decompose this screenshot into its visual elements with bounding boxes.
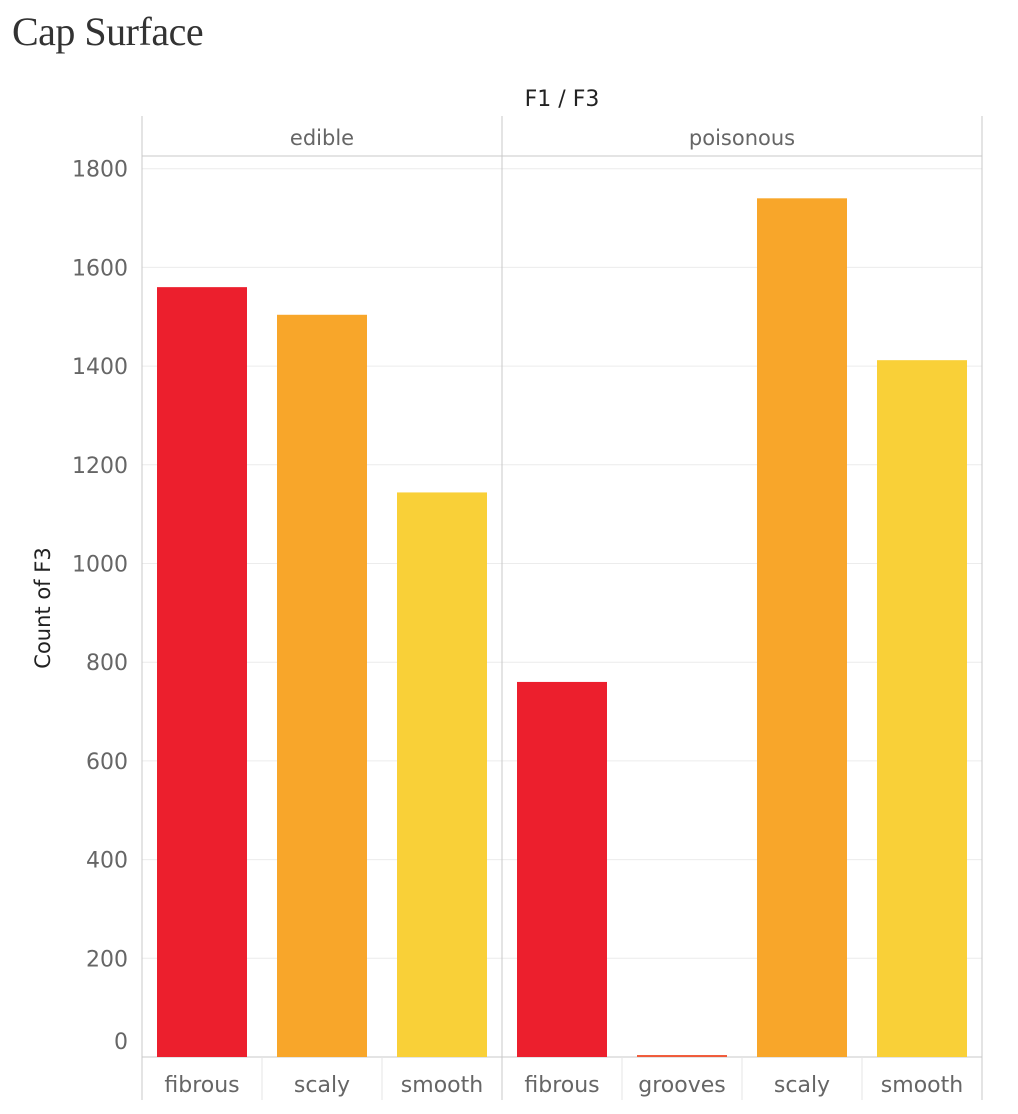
- y-tick-label: 1200: [72, 454, 128, 479]
- panel-headers: edible poisonous: [290, 126, 795, 150]
- x-tick-label: scaly: [294, 1073, 350, 1098]
- x-tick-label: smooth: [401, 1073, 483, 1098]
- x-tick-label: scaly: [774, 1073, 830, 1098]
- bar-edible-smooth[interactable]: [397, 492, 487, 1057]
- y-tick-label: 600: [86, 750, 128, 775]
- y-tick-label: 800: [86, 651, 128, 676]
- bar-poisonous-scaly[interactable]: [757, 198, 847, 1057]
- bar-edible-scaly[interactable]: [277, 314, 367, 1057]
- panel-header-edible: edible: [290, 126, 354, 150]
- x-tick-label: fibrous: [524, 1073, 599, 1098]
- y-axis-ticks: 0 200 400 600 800 1000 1200 1400 1600 1800: [72, 158, 128, 1055]
- y-tick-label: 400: [86, 849, 128, 874]
- x-tick-label: fibrous: [164, 1073, 239, 1098]
- panel-header-poisonous: poisonous: [689, 126, 795, 150]
- bars: [157, 198, 967, 1058]
- y-tick-label: 1800: [72, 158, 128, 183]
- y-tick-label: 1400: [72, 355, 128, 380]
- bar-edible-fibrous[interactable]: [157, 287, 247, 1057]
- y-tick-label: 1000: [72, 553, 128, 578]
- x-tick-label: grooves: [638, 1073, 725, 1098]
- x-tick-label: smooth: [881, 1073, 963, 1098]
- y-tick-label: 200: [86, 947, 128, 972]
- y-tick-label: 1600: [72, 256, 128, 281]
- bar-poisonous-grooves[interactable]: [637, 1055, 727, 1057]
- x-axis-ticks: fibrous scaly smooth fibrous grooves scaly smo…: [164, 1073, 963, 1098]
- bar-poisonous-smooth[interactable]: [877, 360, 967, 1058]
- chart-title: Cap Surface: [12, 9, 204, 54]
- column-header: F1 / F3: [525, 87, 600, 112]
- y-axis-title: Count of F3: [31, 547, 55, 668]
- y-tick-label: 0: [114, 1030, 128, 1055]
- bar-poisonous-fibrous[interactable]: [517, 681, 607, 1057]
